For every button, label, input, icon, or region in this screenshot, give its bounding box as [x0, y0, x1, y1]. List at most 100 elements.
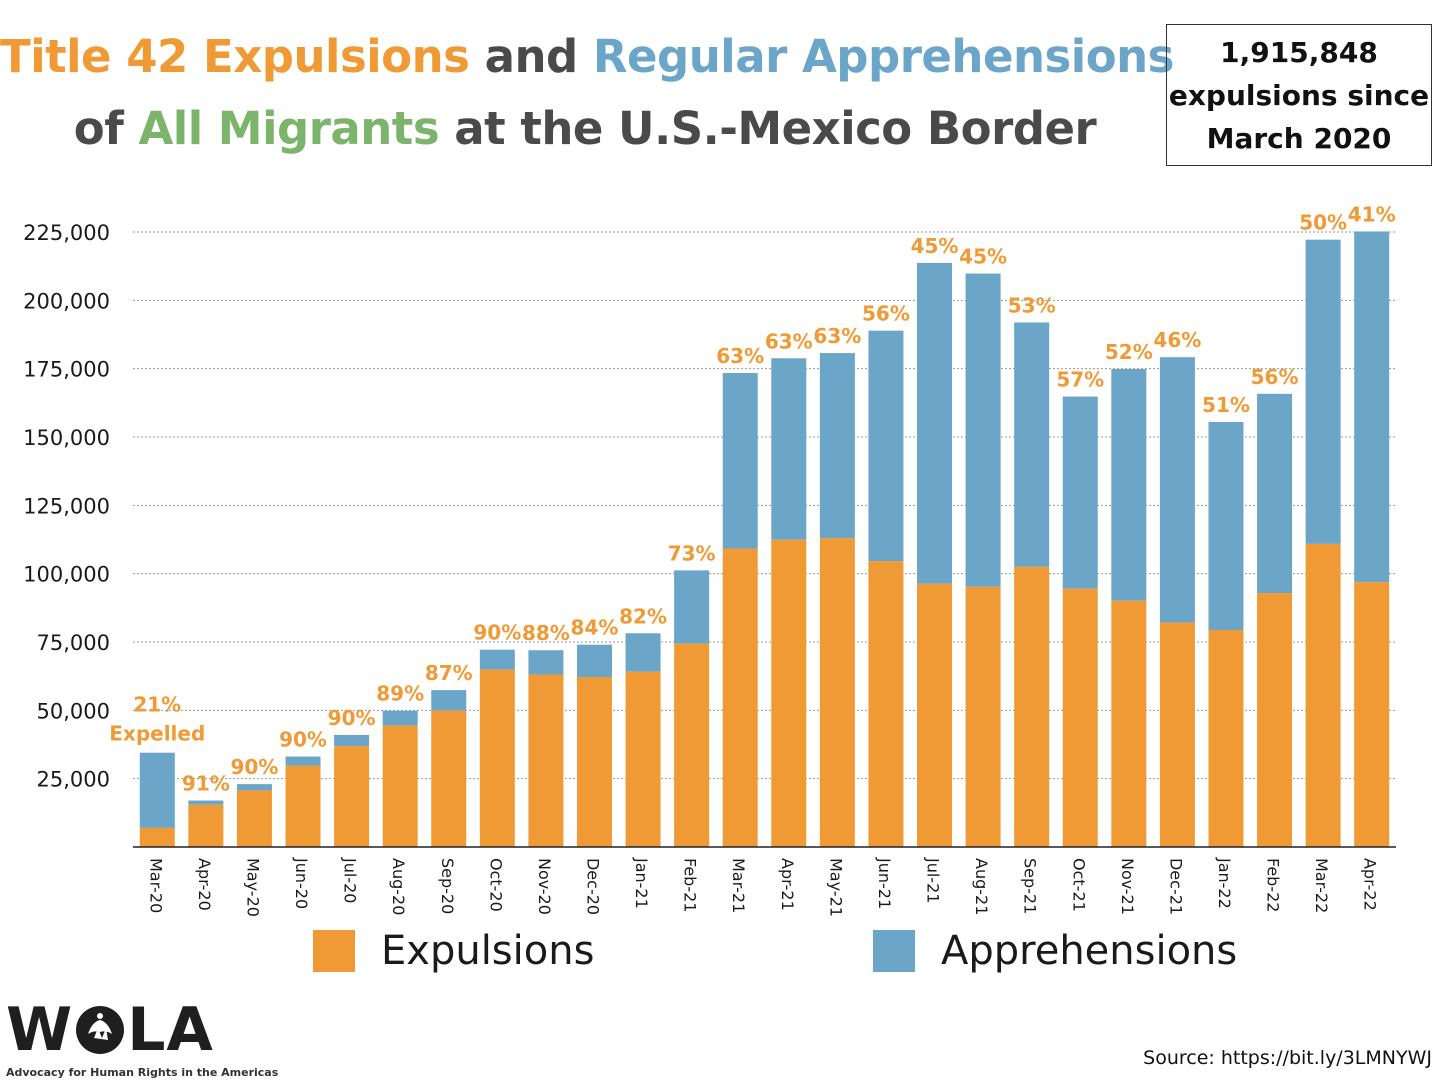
bar-expulsions [1159, 622, 1195, 847]
percent-label: 87% [425, 661, 473, 685]
x-tick-label: Feb-22 [1264, 858, 1283, 912]
x-tick-label: Mar-21 [729, 858, 748, 913]
bar-expulsions [236, 790, 272, 847]
bar-expulsions [1208, 629, 1244, 847]
x-tick-label: Sep-21 [1021, 858, 1040, 914]
bar-expulsions [285, 765, 321, 847]
bar-apprehensions [625, 633, 661, 672]
bar-apprehensions [1208, 421, 1244, 630]
bar-expulsions [1305, 543, 1341, 847]
bar-apprehensions [1062, 396, 1098, 589]
percent-label: 73% [668, 541, 716, 565]
bar-expulsions [625, 671, 661, 847]
x-tick-label: Apr-21 [778, 858, 797, 911]
percent-label: 90% [279, 728, 327, 752]
bar-expulsions [917, 583, 953, 847]
logo-wordmark: W LA [6, 995, 214, 1065]
bar-expulsions [1257, 593, 1293, 847]
bar-apprehensions [1159, 357, 1195, 623]
percent-label: 51% [1202, 393, 1250, 417]
chart-title-line-2: of All Migrants at the U.S.-Mexico Borde… [0, 102, 1170, 155]
title-and: and [469, 30, 593, 83]
percent-label: 50% [1299, 211, 1347, 235]
y-tick-label: 100,000 [23, 563, 110, 587]
bar-apprehensions [285, 756, 321, 766]
bar-apprehensions [965, 273, 1001, 587]
bar-apprehensions [576, 644, 612, 677]
x-tick-label: Oct-20 [486, 858, 505, 912]
wola-logo: W LA Advocacy for Human Rights in the Am… [6, 998, 278, 1079]
x-tick-label: Dec-21 [1166, 858, 1185, 915]
bar-expulsions [1111, 600, 1147, 847]
y-tick-label: 150,000 [23, 426, 110, 450]
percent-label: 84% [571, 616, 619, 640]
percent-label: 90% [473, 621, 521, 645]
percent-label: 63% [765, 329, 813, 353]
x-tick-label: May-20 [243, 858, 262, 917]
bar-expulsions [382, 725, 418, 847]
percent-label: 90% [231, 755, 279, 779]
x-tick-label: Nov-20 [535, 858, 554, 915]
percent-label: 46% [1153, 328, 1201, 352]
bar-expulsions [139, 827, 175, 847]
percent-label: 21% [133, 693, 181, 717]
percent-label: 89% [376, 682, 424, 706]
title-border: at the U.S.-Mexico Border [439, 102, 1097, 155]
legend-apprehensions: Apprehensions [873, 928, 1237, 974]
percent-label: 63% [813, 324, 861, 348]
bar-expulsions [1014, 566, 1050, 847]
legend-label-expulsions: Expulsions [381, 928, 595, 974]
y-tick-label: 75,000 [37, 631, 110, 655]
bar-expulsions [722, 548, 758, 847]
x-tick-label: Sep-20 [438, 858, 457, 914]
percent-label: 91% [182, 772, 230, 796]
y-tick-label: 50,000 [37, 699, 110, 723]
x-tick-label: Jul-20 [341, 857, 360, 903]
percent-label: 57% [1056, 368, 1104, 392]
bar-apprehensions [139, 752, 175, 828]
x-tick-label: Jun-21 [875, 857, 894, 909]
total-expulsions-box: 1,915,848 expulsions since March 2020 [1166, 24, 1432, 166]
bar-apprehensions [431, 690, 467, 711]
bar-apprehensions [819, 353, 855, 539]
chart-title-line-1: Title 42 Expulsions and Regular Apprehen… [0, 30, 1174, 83]
x-tick-label: Jan-21 [632, 857, 651, 909]
bar-expulsions [431, 710, 467, 847]
bar-apprehensions [382, 710, 418, 726]
percent-label: 63% [716, 344, 764, 368]
y-tick-label: 200,000 [23, 289, 110, 313]
y-tick-label: 25,000 [37, 768, 110, 792]
x-tick-label: Mar-22 [1312, 858, 1331, 913]
percent-label: 45% [911, 234, 959, 258]
bar-expulsions [674, 643, 710, 847]
bar-expulsions [479, 669, 515, 847]
bar-expulsions [965, 586, 1001, 847]
percent-label: 82% [619, 604, 667, 628]
bar-apprehensions [1354, 231, 1390, 583]
percent-label: 45% [959, 245, 1007, 269]
bar-apprehensions [722, 373, 758, 549]
legend-label-apprehensions: Apprehensions [941, 928, 1238, 974]
x-tick-label: Aug-21 [972, 858, 991, 915]
bar-apprehensions [868, 330, 904, 562]
bar-apprehensions [236, 784, 272, 791]
legend-expulsions: Expulsions [313, 928, 594, 974]
bar-apprehensions [1257, 393, 1293, 594]
bar-expulsions [528, 674, 564, 847]
bar-expulsions [1062, 588, 1098, 847]
percent-label: 52% [1105, 340, 1153, 364]
title-expulsions: Title 42 Expulsions [0, 30, 470, 83]
y-tick-label: 175,000 [23, 358, 110, 382]
x-tick-label: Mar-20 [146, 858, 165, 913]
x-tick-label: May-21 [826, 858, 845, 917]
logo-tagline: Advocacy for Human Rights in the America… [6, 1066, 279, 1079]
y-tick-label: 125,000 [23, 494, 110, 518]
legend-swatch-expulsions [313, 930, 355, 972]
logo-emblem-icon [76, 1006, 125, 1054]
bar-apprehensions [479, 649, 515, 670]
x-tick-label: Nov-21 [1118, 858, 1137, 915]
percent-label: 88% [522, 621, 570, 645]
bar-expulsions [188, 804, 224, 847]
expelled-note: Expelled [109, 722, 205, 746]
